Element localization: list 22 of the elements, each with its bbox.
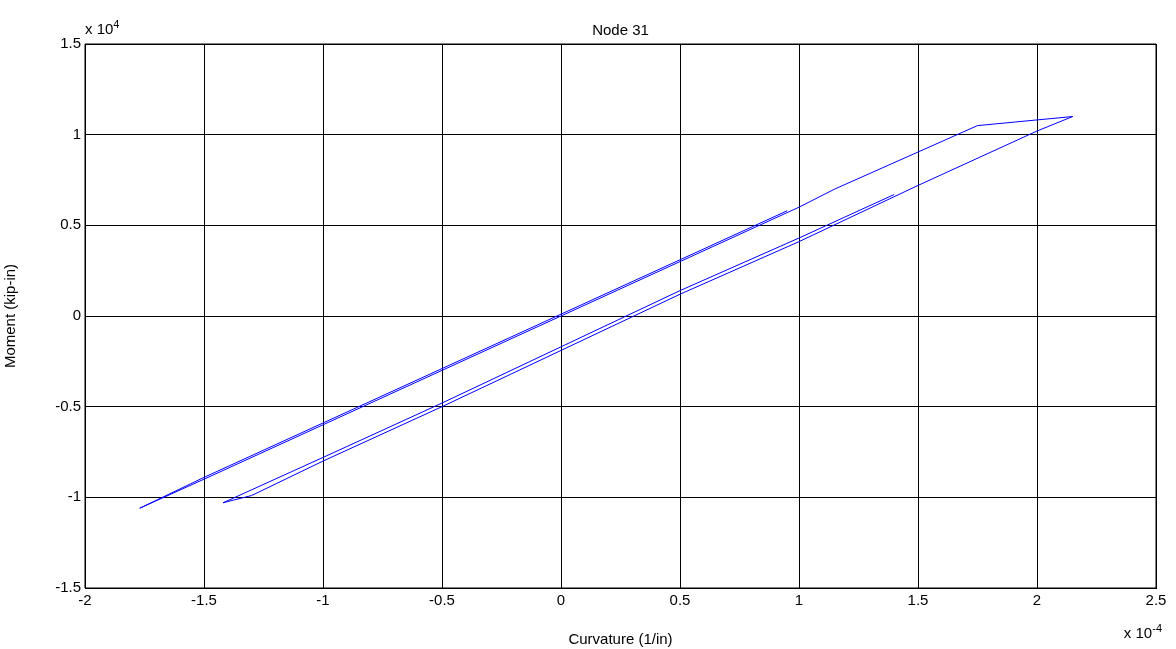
x-tick-label: 2.5	[1145, 591, 1167, 609]
y-tick-label: -0.5	[55, 396, 81, 414]
x-tick-label: 1	[794, 591, 804, 609]
y-tick-label: 1.5	[60, 34, 81, 52]
x-tick-label: 0	[556, 591, 566, 609]
x-tick-label: -2	[78, 591, 92, 609]
y-tick-label: 1	[72, 124, 81, 142]
y-axis-title: Moment (kip-in)	[1, 263, 19, 369]
y-tick-label: 0	[72, 306, 81, 324]
x-tick-label: -1	[316, 591, 330, 609]
x-tick-label: -0.5	[429, 591, 455, 609]
y-tick-label: -1.5	[55, 578, 81, 596]
y-tick-label: -1	[67, 487, 81, 505]
text: x 10$^{4}$	[85, 18, 120, 37]
x-tick-label: 2	[1032, 591, 1042, 609]
x-tick-label: -1.5	[191, 591, 217, 609]
chart-title: Node 31	[592, 20, 649, 38]
x-tick-label: 1.5	[907, 591, 929, 609]
y-tick-label: 0.5	[60, 215, 81, 233]
x-tick-label: 0.5	[669, 591, 691, 609]
x-axis-title: Curvature (1/in)	[568, 630, 673, 648]
text: x 10$^{-4}$	[1123, 622, 1162, 641]
